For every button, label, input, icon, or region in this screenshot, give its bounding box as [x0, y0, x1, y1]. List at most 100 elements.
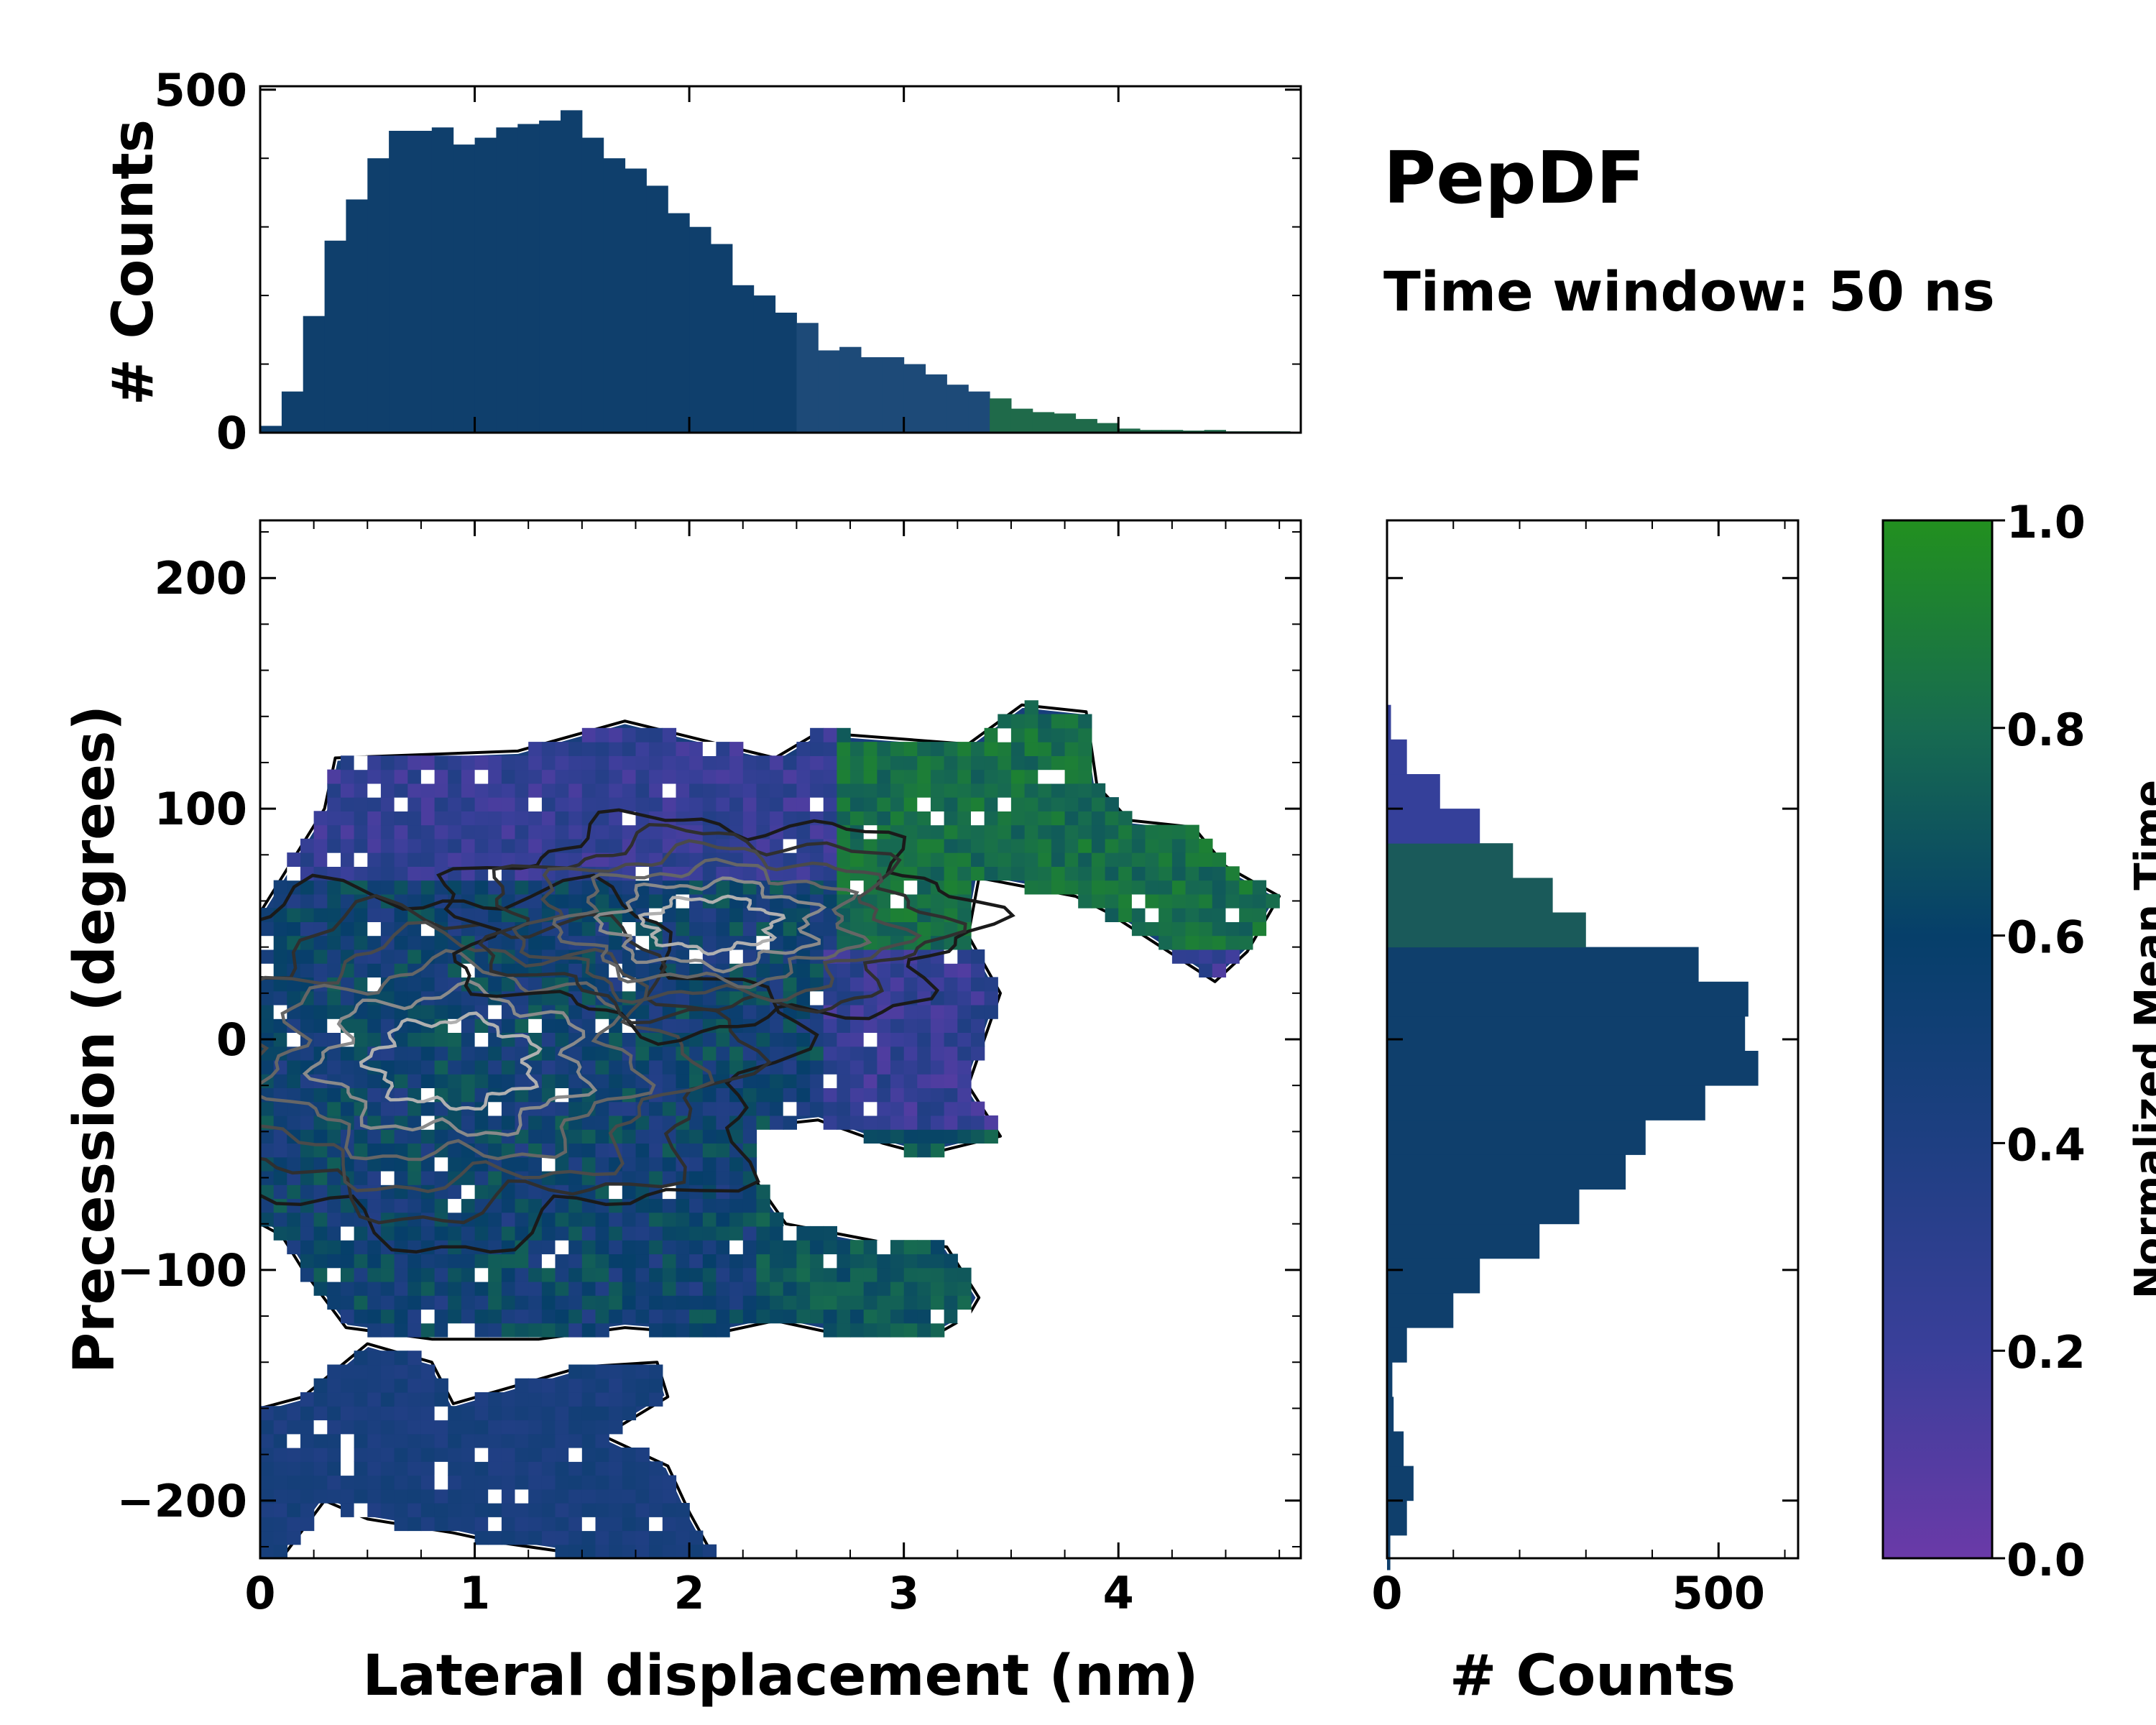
heatmap-cell [676, 1018, 690, 1033]
heatmap-cell [622, 742, 637, 756]
heatmap-cell [260, 1406, 275, 1421]
right-histogram-bar [1387, 1016, 1746, 1052]
heatmap-cell [394, 1364, 408, 1379]
heatmap-cell [555, 1281, 569, 1296]
heatmap-cell [581, 990, 596, 1006]
heatmap-cell [729, 1254, 744, 1269]
heatmap-cell [568, 755, 583, 770]
top-histogram-bar [861, 357, 883, 433]
heatmap-cell [944, 755, 958, 770]
heatmap-cell [407, 1198, 422, 1213]
heatmap-cell [528, 769, 543, 784]
heatmap-cell [341, 1267, 355, 1282]
heatmap-cell [568, 1461, 583, 1476]
heatmap-cell [903, 1046, 918, 1061]
heatmap-cell [609, 769, 623, 784]
heatmap-cell [555, 1461, 569, 1476]
heatmap-cell [541, 1240, 556, 1255]
heatmap-cell [729, 949, 744, 964]
heatmap-cell [716, 1059, 730, 1075]
heatmap-cell [770, 1115, 784, 1130]
heatmap-cell [609, 1240, 623, 1255]
heatmap-cell [407, 1461, 422, 1476]
heatmap-cell [662, 1254, 677, 1269]
heatmap-cell [850, 811, 865, 826]
heatmap-cell [931, 866, 945, 881]
heatmap-cell [1078, 714, 1092, 729]
heatmap-cell [649, 1074, 663, 1088]
heatmap-cell [448, 1489, 462, 1504]
heatmap-cell [662, 1475, 677, 1490]
heatmap-cell [1051, 783, 1066, 798]
heatmap-cell [1091, 866, 1106, 881]
heatmap-cell [903, 1004, 918, 1019]
heatmap-cell [394, 1322, 408, 1338]
heatmap-cell [260, 1212, 275, 1227]
heatmap-cell [770, 1254, 784, 1269]
heatmap-cell [407, 935, 422, 950]
heatmap-cell [313, 1143, 328, 1158]
heatmap-cell [367, 797, 382, 811]
heatmap-cell [622, 1267, 637, 1282]
main-xtick-label: 2 [674, 1567, 705, 1619]
heatmap-cell [742, 921, 757, 937]
heatmap-cell [649, 1517, 663, 1532]
heatmap-cell [313, 824, 328, 840]
heatmap-cell [367, 769, 382, 784]
heatmap-cell [877, 1240, 891, 1255]
heatmap-cell [676, 1184, 690, 1200]
heatmap-cell [555, 1101, 569, 1116]
heatmap-cell [581, 1212, 596, 1227]
heatmap-cell [555, 824, 569, 840]
heatmap-cell [662, 1101, 677, 1116]
heatmap-cell [635, 1240, 650, 1255]
heatmap-cell [635, 963, 650, 978]
heatmap-cell [810, 921, 824, 937]
heatmap-cell [689, 1309, 704, 1324]
heatmap-cell [1171, 908, 1187, 922]
heatmap-cell [367, 1156, 382, 1172]
heatmap-cell [1145, 824, 1159, 840]
heatmap-cell [420, 1225, 436, 1241]
heatmap-cell [300, 1115, 315, 1130]
heatmap-cell [903, 977, 918, 992]
heatmap-cell [957, 1267, 972, 1282]
heatmap-cell [689, 742, 704, 756]
heatmap-cell [984, 755, 998, 770]
heatmap-cell [742, 908, 757, 922]
heatmap-cell [649, 1059, 663, 1075]
heatmap-cell [609, 880, 623, 895]
top-histogram-bar [711, 244, 733, 433]
heatmap-cell [662, 727, 677, 742]
heatmap-cell [367, 838, 382, 853]
heatmap-cell [541, 1254, 556, 1269]
heatmap-cell [1131, 852, 1146, 867]
heatmap-cell [649, 1281, 663, 1296]
heatmap-cell [837, 1101, 851, 1116]
heatmap-cell [407, 1392, 422, 1407]
heatmap-cell [568, 1530, 583, 1545]
heatmap-cell [555, 1322, 569, 1338]
heatmap-cell [850, 977, 865, 992]
heatmap-cell [649, 1004, 663, 1019]
heatmap-cell [676, 1309, 690, 1324]
heatmap-cell [635, 1392, 650, 1407]
heatmap-cell [555, 1517, 569, 1532]
heatmap-cell [474, 1461, 489, 1476]
heatmap-cell [380, 783, 395, 798]
heatmap-cell [367, 783, 382, 798]
heatmap-cell [488, 1420, 502, 1435]
heatmap-cell [702, 1267, 717, 1282]
heatmap-cell [1038, 769, 1052, 784]
heatmap-cell [287, 893, 301, 908]
heatmap-cell [581, 1544, 596, 1558]
heatmap-cell [300, 1489, 315, 1504]
heatmap-cell [461, 1489, 476, 1504]
heatmap-cell [260, 921, 275, 937]
heatmap-cell [1185, 838, 1199, 853]
heatmap-cell [917, 1059, 931, 1075]
heatmap-cell [837, 1322, 851, 1338]
heatmap-cell [796, 742, 811, 756]
heatmap-cell [515, 1489, 529, 1504]
